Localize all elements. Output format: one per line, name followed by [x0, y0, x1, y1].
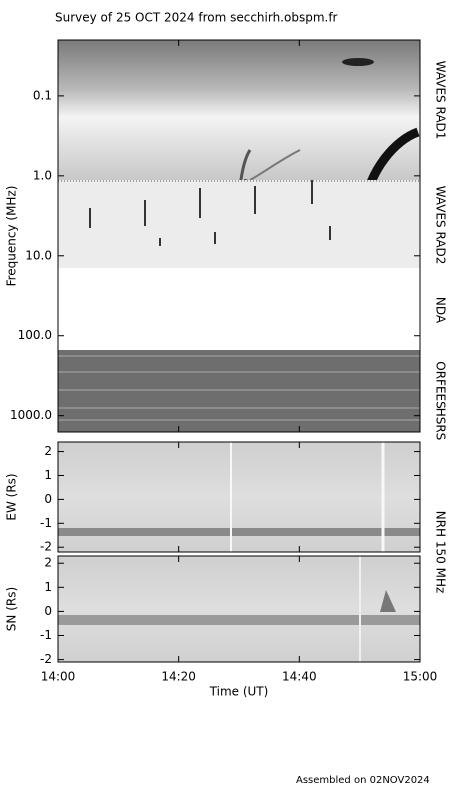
y-tick-label: 0 [44, 492, 52, 506]
y-axis-label: EW (Rs) [5, 473, 19, 520]
x-tick-label: 14:20 [161, 670, 196, 684]
instrument-label: WAVES RAD2 [434, 186, 448, 265]
y-tick-label: 0 [44, 604, 52, 618]
y-tick-label: -1 [40, 516, 52, 530]
spectrogram-image [58, 40, 420, 662]
y-tick-label: 1 [44, 468, 52, 482]
title: Survey of 25 OCT 2024 from secchirh.obsp… [55, 11, 338, 25]
y-tick-label: 1000.0 [10, 408, 52, 422]
panel-frame [57, 441, 421, 553]
y-tick-label: 10.0 [25, 248, 52, 262]
y-axis-label: SN (Rs) [5, 587, 19, 631]
y-tick-label: -2 [40, 652, 52, 666]
panel-frame [57, 555, 421, 663]
instrument-label: HSRS [434, 408, 448, 441]
instrument-label: NRH 150 MHz [434, 511, 448, 594]
footer: Assembled on 02NOV2024 [296, 775, 430, 786]
panel-frame [57, 39, 421, 433]
x-tick-label: 14:00 [41, 670, 76, 684]
instrument-label: ORFEES [434, 361, 448, 408]
y-tick-label: 2 [44, 444, 52, 458]
y-tick-label: 1.0 [33, 168, 52, 182]
y-tick-label: -2 [40, 540, 52, 554]
instrument-label: WAVES RAD1 [434, 61, 448, 140]
y-tick-label: 1 [44, 580, 52, 594]
instrument-label: NDA [434, 297, 448, 324]
y-tick-label: 0.1 [33, 88, 52, 102]
x-tick-label: 15:00 [403, 670, 438, 684]
x-axis-label: Time (UT) [209, 685, 269, 699]
x-tick-label: 14:40 [282, 670, 317, 684]
y-tick-label: 2 [44, 556, 52, 570]
y-tick-label: -1 [40, 628, 52, 642]
y-tick-label: 100.0 [18, 328, 52, 342]
y-axis-label: Frequency (MHz) [5, 186, 19, 287]
